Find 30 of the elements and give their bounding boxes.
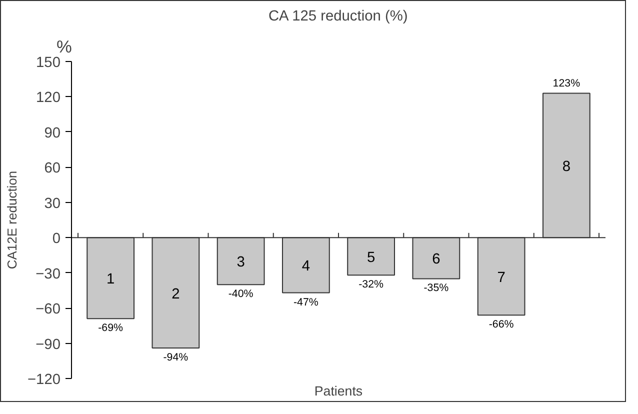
x-tick-label: 1 <box>106 272 115 288</box>
x-tick-label: 4 <box>302 258 310 275</box>
data-label: -35% <box>424 282 450 294</box>
x-tick-label: 2 <box>172 286 180 302</box>
x-tick-label: 7 <box>497 270 506 286</box>
data-label: -40% <box>228 288 254 300</box>
data-label: -94% <box>163 351 189 364</box>
data-label: -66% <box>488 318 514 331</box>
y-tick-label: −60 <box>36 302 61 318</box>
y-tick-label: 30 <box>44 196 61 212</box>
data-label: -32% <box>358 278 384 291</box>
x-tick-label: 5 <box>366 250 376 266</box>
x-tick-label: 6 <box>432 252 440 268</box>
y-tick-label: −30 <box>36 266 61 282</box>
y-tick-label: 90 <box>44 125 61 142</box>
chart-title: CA 125 reduction (%) <box>268 8 408 24</box>
x-tick-label: 8 <box>562 158 571 175</box>
y-tick-label: 120 <box>36 90 61 106</box>
data-label: 123% <box>552 78 581 90</box>
y-tick-label: −90 <box>36 336 61 353</box>
text: % <box>56 36 72 56</box>
y-tick-label: 0 <box>52 231 61 248</box>
y-tick-label: 150 <box>36 55 61 71</box>
y-tick-label: 60 <box>44 160 61 177</box>
x-axis-title: Patients <box>314 384 363 398</box>
y-tick-label: −120 <box>27 372 61 388</box>
x-tick-label: 3 <box>236 254 245 271</box>
y-axis-title: CA12E reduction <box>4 170 20 270</box>
data-label: -69% <box>98 322 124 334</box>
data-label: -47% <box>294 296 319 308</box>
